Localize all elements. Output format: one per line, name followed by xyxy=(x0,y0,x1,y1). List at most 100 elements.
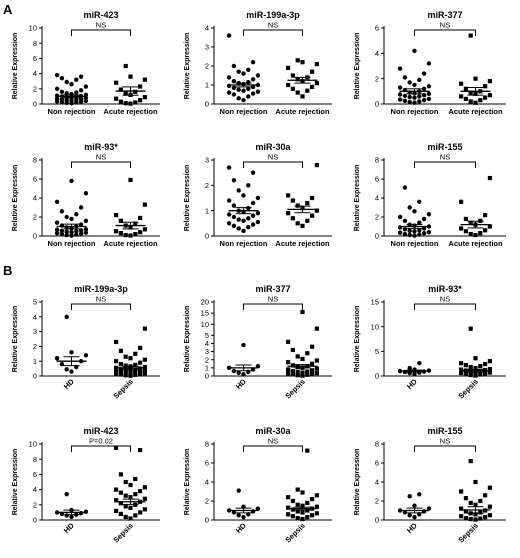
data-point xyxy=(83,353,89,358)
data-point xyxy=(64,232,69,238)
data-point xyxy=(142,485,147,490)
y-tick-label: 4 xyxy=(205,339,209,348)
data-point xyxy=(133,221,138,226)
data-point xyxy=(231,79,237,84)
data-point xyxy=(468,372,473,378)
data-point xyxy=(54,230,60,236)
data-point xyxy=(478,364,483,369)
data-point xyxy=(295,502,300,507)
data-point xyxy=(118,87,123,92)
data-point xyxy=(300,356,305,362)
chart-title: miR-377 xyxy=(427,10,462,20)
data-point xyxy=(295,58,300,63)
data-point xyxy=(478,98,483,103)
data-point xyxy=(236,217,241,222)
y-tick-label: 8 xyxy=(205,440,209,449)
y-axis-label: Relative Expression xyxy=(184,449,191,516)
data-point xyxy=(459,367,464,372)
y-tick-label: 1 xyxy=(205,81,209,90)
data-point xyxy=(483,371,488,376)
y-tick-label: 2 xyxy=(33,213,37,222)
y-tick-label: 8 xyxy=(33,39,37,48)
y-axis-label: Relative Expression xyxy=(354,449,361,516)
data-point xyxy=(138,84,143,89)
significance-bracket xyxy=(71,445,131,452)
x-category-label: Non rejection xyxy=(391,239,439,248)
chart-title: miR-155 xyxy=(427,426,462,436)
data-point xyxy=(83,509,89,514)
data-point xyxy=(246,86,251,92)
data-point xyxy=(402,98,408,104)
data-point xyxy=(478,372,483,377)
data-point xyxy=(473,517,478,522)
y-tick-label: 0 xyxy=(205,372,209,381)
data-point xyxy=(118,372,123,377)
chart-a2: miR-199a-3p 0 1 2 3 4 Relative Expression Non r… xyxy=(184,10,332,116)
data-point xyxy=(64,229,69,234)
data-point xyxy=(78,222,84,227)
data-point xyxy=(114,96,119,101)
data-point xyxy=(114,359,119,364)
data-point xyxy=(397,97,403,102)
data-point xyxy=(426,230,432,235)
data-point xyxy=(54,96,60,101)
data-point xyxy=(417,360,422,366)
data-point xyxy=(138,230,143,235)
data-point xyxy=(295,354,300,359)
data-point xyxy=(64,513,69,518)
data-point xyxy=(142,77,147,82)
data-point xyxy=(468,500,473,505)
data-point xyxy=(250,222,256,227)
data-point xyxy=(69,230,74,235)
significance-bracket xyxy=(71,161,131,168)
y-tick-label: 0 xyxy=(205,100,209,109)
data-point xyxy=(142,371,147,376)
data-point xyxy=(69,369,74,374)
x-category-label: Acute rejection xyxy=(103,239,158,248)
data-point xyxy=(305,369,310,374)
data-point xyxy=(74,97,79,103)
x-category-label: Sepsis xyxy=(456,521,479,544)
data-point xyxy=(468,33,473,38)
data-point xyxy=(83,191,89,196)
data-point xyxy=(59,97,65,102)
data-point xyxy=(487,513,492,518)
data-point xyxy=(310,213,315,218)
data-point xyxy=(142,202,147,207)
data-point xyxy=(118,472,123,477)
data-point xyxy=(236,69,241,74)
data-point xyxy=(417,99,422,104)
data-point xyxy=(314,504,319,509)
y-tick-label: 4 xyxy=(205,24,209,33)
data-point xyxy=(123,514,128,520)
data-point xyxy=(133,372,138,377)
data-point xyxy=(402,510,408,515)
data-point xyxy=(478,510,483,515)
data-point xyxy=(397,230,403,235)
data-point xyxy=(231,510,237,515)
data-point xyxy=(128,373,133,378)
y-tick-label: 6 xyxy=(375,459,379,468)
data-point xyxy=(118,490,123,495)
y-tick-label: 4 xyxy=(33,69,37,78)
significance-bracket xyxy=(71,303,131,310)
data-point xyxy=(412,514,417,520)
y-tick-label: 0 xyxy=(375,232,379,241)
data-point xyxy=(128,368,133,373)
data-point xyxy=(226,198,232,203)
y-tick-label: 3 xyxy=(205,347,209,356)
data-point xyxy=(310,69,315,74)
data-point xyxy=(295,509,300,514)
data-point xyxy=(468,232,473,237)
data-point xyxy=(142,95,147,100)
data-point xyxy=(118,369,123,374)
data-point xyxy=(123,479,128,485)
y-tick-label: 2 xyxy=(205,62,209,71)
y-axis-label: Relative Expression xyxy=(354,306,361,373)
data-point xyxy=(59,361,65,367)
data-point xyxy=(407,94,412,100)
data-point xyxy=(487,175,492,181)
data-point xyxy=(138,98,143,103)
data-point xyxy=(231,223,237,229)
data-point xyxy=(226,165,232,170)
